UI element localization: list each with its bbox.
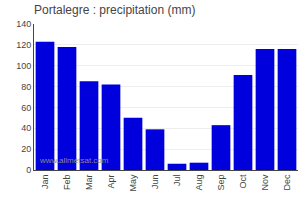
svg-text:Jun: Jun [150, 175, 160, 190]
svg-text:20: 20 [21, 144, 31, 154]
svg-text:Sep: Sep [216, 175, 226, 191]
svg-text:Apr: Apr [106, 175, 116, 189]
svg-text:80: 80 [21, 82, 31, 92]
svg-text:Oct: Oct [238, 174, 248, 189]
svg-text:0: 0 [26, 165, 31, 175]
svg-text:Aug: Aug [194, 175, 204, 191]
svg-text:Mar: Mar [84, 175, 94, 191]
svg-text:140: 140 [16, 19, 31, 29]
svg-text:100: 100 [16, 61, 31, 71]
svg-text:Jan: Jan [40, 175, 50, 190]
svg-text:60: 60 [21, 103, 31, 113]
svg-text:40: 40 [21, 123, 31, 133]
svg-text:May: May [128, 174, 138, 192]
svg-text:Portalegre : precipitation (mm: Portalegre : precipitation (mm) [34, 3, 195, 17]
svg-text:120: 120 [16, 40, 31, 50]
svg-text:Jul: Jul [172, 175, 182, 187]
svg-text:Nov: Nov [260, 174, 270, 191]
svg-text:Dec: Dec [282, 174, 292, 191]
svg-text:www.allmetsat.com: www.allmetsat.com [39, 156, 109, 165]
svg-text:Feb: Feb [62, 175, 72, 191]
